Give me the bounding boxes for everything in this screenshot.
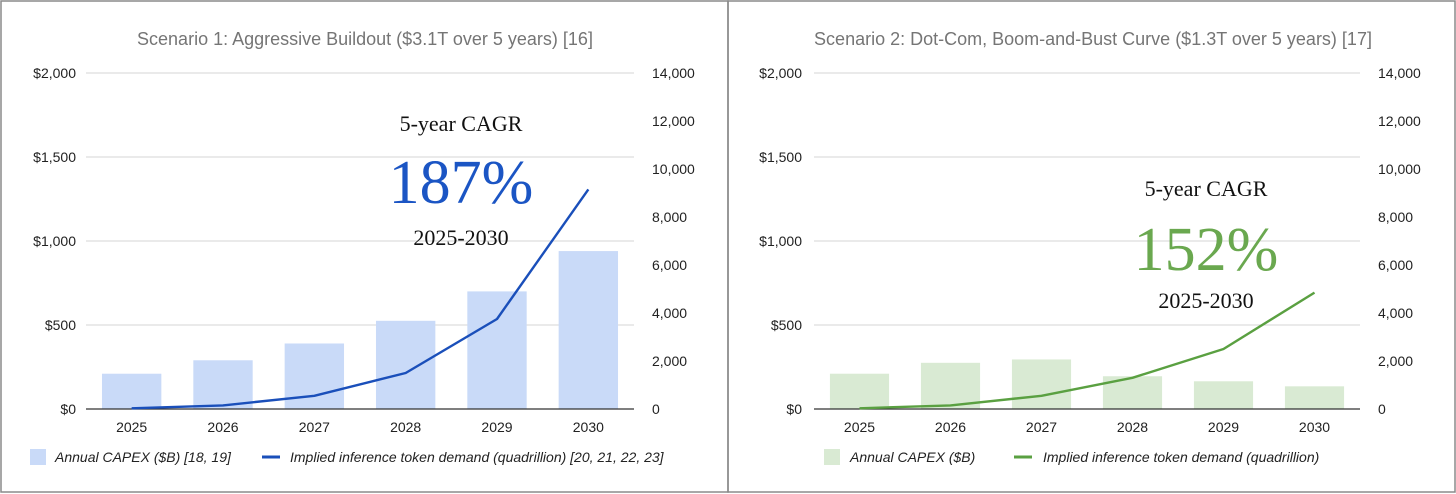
x-axis-tick-label: 2025 (116, 419, 147, 435)
left-axis-tick-label: $1,000 (33, 233, 76, 249)
right-axis-tick-label: 8,000 (652, 209, 687, 225)
capex-bar (558, 251, 619, 409)
x-axis-tick-label: 2026 (935, 419, 966, 435)
chart-2-x-axis: 2025 2026 2027 2028 2029 2030 (844, 419, 1330, 435)
right-axis-tick-label: 2,000 (652, 353, 687, 369)
capex-bar (375, 320, 436, 409)
chart-2-cagr-label: 5-year CAGR (1145, 176, 1268, 201)
capex-bar (193, 360, 253, 409)
chart-2-cagr-annotation: 5-year CAGR 152% 2025-2030 (1134, 176, 1279, 313)
chart-1-cagr-annotation: 5-year CAGR 187% 2025-2030 (389, 111, 534, 250)
left-axis-tick-label: $2,000 (759, 65, 802, 81)
chart-1-cagr-value: 187% (389, 149, 534, 217)
token-demand-line (859, 291, 1316, 410)
right-axis-tick-label: 10,000 (652, 161, 695, 177)
chart-2-title: Scenario 2: Dot-Com, Boom-and-Bust Curve… (814, 29, 1372, 49)
x-axis-tick-label: 2030 (1299, 419, 1330, 435)
chart-1-legend-bar-label: Annual CAPEX ($B) [18, 19] (54, 449, 232, 465)
left-axis-tick-label: $1,500 (33, 149, 76, 165)
panel-2-border (727, 0, 1456, 493)
x-axis-tick-label: 2026 (207, 419, 238, 435)
chart-1-title: Scenario 1: Aggressive Buildout ($3.1T o… (137, 29, 593, 49)
right-axis-tick-label: 4,000 (652, 305, 687, 321)
right-axis-tick-label: 10,000 (1378, 161, 1421, 177)
left-axis-tick-label: $1,500 (759, 149, 802, 165)
right-axis-tick-label: 0 (652, 401, 660, 417)
chart-1-bars (86, 251, 634, 410)
chart-2-cagr-period: 2025-2030 (1158, 288, 1253, 313)
chart-1-legend: Annual CAPEX ($B) [18, 19] Implied infer… (30, 449, 665, 465)
capex-bar (1193, 381, 1254, 409)
chart-1-left-axis: $0 $500 $1,000 $1,500 $2,000 (33, 65, 76, 417)
chart-1-legend-bar-swatch (30, 449, 46, 465)
capex-bar (1011, 359, 1072, 409)
right-axis-tick-label: 14,000 (1378, 65, 1421, 81)
x-axis-tick-label: 2027 (1026, 419, 1057, 435)
right-axis-tick-label: 12,000 (1378, 113, 1421, 129)
right-axis-tick-label: 6,000 (1378, 257, 1413, 273)
x-axis-tick-label: 2029 (481, 419, 512, 435)
right-axis-tick-label: 8,000 (1378, 209, 1413, 225)
chart-2-gridlines (814, 72, 1360, 326)
right-axis-tick-label: 6,000 (652, 257, 687, 273)
left-axis-tick-label: $2,000 (33, 65, 76, 81)
x-axis-tick-label: 2025 (844, 419, 875, 435)
capex-bar (920, 362, 981, 409)
right-axis-tick-label: 14,000 (652, 65, 695, 81)
capex-bar (467, 291, 527, 409)
right-axis-tick-label: 4,000 (1378, 305, 1413, 321)
chart-2-bars (814, 359, 1360, 410)
chart-panel-2: Scenario 2: Dot-Com, Boom-and-Bust Curve… (759, 29, 1421, 465)
chart-1-gridlines (86, 72, 634, 326)
right-axis-tick-label: 2,000 (1378, 353, 1413, 369)
chart-2-legend-line-label: Implied inference token demand (quadrill… (1043, 449, 1319, 465)
left-axis-tick-label: $500 (45, 317, 76, 333)
chart-2-line-series (859, 291, 1316, 410)
chart-2-legend: Annual CAPEX ($B) Implied inference toke… (824, 449, 1319, 465)
capex-bar (829, 373, 890, 409)
right-axis-tick-label: 12,000 (652, 113, 695, 129)
x-axis-tick-label: 2030 (573, 419, 604, 435)
x-axis-tick-label: 2029 (1208, 419, 1239, 435)
chart-2-cagr-value: 152% (1134, 216, 1279, 284)
x-axis-tick-label: 2027 (299, 419, 330, 435)
chart-1-cagr-period: 2025-2030 (413, 225, 508, 250)
chart-2-right-axis: 0 2,000 4,000 6,000 8,000 10,000 12,000 14,000 (1378, 65, 1421, 417)
capex-bar (101, 373, 162, 409)
right-axis-tick-label: 0 (1378, 401, 1386, 417)
token-demand-line (131, 188, 590, 410)
left-axis-tick-label: $1,000 (759, 233, 802, 249)
left-axis-tick-label: $0 (60, 401, 76, 417)
chart-1-line-series (131, 188, 590, 410)
chart-1-x-axis: 2025 2026 2027 2028 2029 2030 (116, 419, 604, 435)
left-axis-tick-label: $500 (771, 317, 802, 333)
capex-bar (1284, 386, 1345, 409)
left-axis-tick-label: $0 (786, 401, 802, 417)
chart-1-right-axis: 0 2,000 4,000 6,000 8,000 10,000 12,000 14,000 (652, 65, 695, 417)
chart-2-legend-bar-label: Annual CAPEX ($B) (849, 449, 975, 465)
chart-2-left-axis: $0 $500 $1,000 $1,500 $2,000 (759, 65, 802, 417)
chart-1-cagr-label: 5-year CAGR (400, 111, 523, 136)
x-axis-tick-label: 2028 (1117, 419, 1148, 435)
chart-1-legend-line-label: Implied inference token demand (quadrill… (290, 449, 665, 465)
chart-panel-1: Scenario 1: Aggressive Buildout ($3.1T o… (30, 29, 695, 465)
x-axis-tick-label: 2028 (390, 419, 421, 435)
chart-2-legend-bar-swatch (824, 449, 840, 465)
